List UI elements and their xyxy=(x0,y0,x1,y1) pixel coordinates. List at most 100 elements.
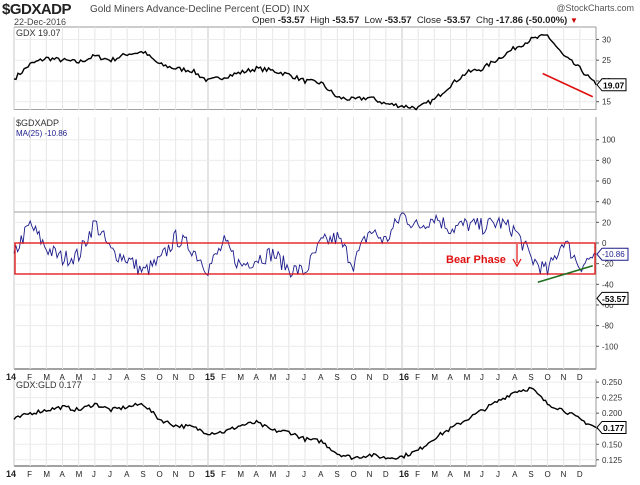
chg-value: -17.86 (-50.00%) xyxy=(496,15,568,26)
adp-last-value-tag xyxy=(596,291,629,305)
y-tick-label: -60 xyxy=(602,301,614,310)
y-tick-label: 40 xyxy=(602,198,611,207)
ma-line xyxy=(13,212,597,278)
x-tick-label: A xyxy=(60,373,66,382)
x-tick-label: F xyxy=(221,470,226,479)
x-tick-label: M xyxy=(237,373,244,382)
chg-label: Chg xyxy=(475,15,494,26)
x-tick-label: N xyxy=(561,373,567,382)
x-tick-label: A xyxy=(60,470,66,479)
adp-legend-symbol: $GDXADP xyxy=(16,118,59,128)
ma-last-value: -10.86 xyxy=(602,250,625,259)
green-uptrend-line xyxy=(537,264,593,284)
adp-last-value: -53.57 xyxy=(602,294,626,304)
x-tick-label: 16 xyxy=(399,372,409,382)
x-tick-label: A xyxy=(318,470,324,479)
x-tick-label: D xyxy=(577,470,583,479)
x-tick-label: A xyxy=(318,373,324,382)
x-tick-label: O xyxy=(157,470,163,479)
x-tick-label: N xyxy=(367,373,373,382)
x-tick-label: J xyxy=(92,470,96,479)
gdx-price-line xyxy=(13,33,597,111)
low-label: Low xyxy=(364,15,382,26)
x-tick-label: O xyxy=(545,373,551,382)
x-tick-label: 16 xyxy=(399,469,409,479)
gdx-last-value-tag xyxy=(596,78,627,92)
x-tick-label: A xyxy=(512,470,518,479)
x-tick-label: N xyxy=(561,470,567,479)
ohlc-readout: Open -53.57 High -53.57 Low -53.57 Close… xyxy=(252,15,578,26)
x-tick-label: 15 xyxy=(205,469,215,479)
x-tick-label: M xyxy=(76,373,83,382)
ma-legend: MA(25) -10.86 xyxy=(16,129,68,138)
gdx-legend: GDX 19.07 xyxy=(16,28,61,38)
y-tick-label: -20 xyxy=(602,260,614,269)
x-tick-label: O xyxy=(351,470,357,479)
x-tick-label: 15 xyxy=(205,372,215,382)
x-tick-label: S xyxy=(140,470,145,479)
x-tick-label: M xyxy=(76,470,83,479)
x-tick-label: A xyxy=(254,373,260,382)
x-tick-label: D xyxy=(383,470,389,479)
down-triangle-icon: ▼ xyxy=(569,16,578,25)
close-label: Close xyxy=(416,15,442,26)
open-value: -53.57 xyxy=(277,15,305,26)
x-tick-label: M xyxy=(43,373,50,382)
x-tick-label: F xyxy=(27,373,32,382)
chart-name: Gold Miners Advance-Decline Percent (EOD… xyxy=(90,4,310,15)
x-tick-label: D xyxy=(383,373,389,382)
gdx-last-value: 19.07 xyxy=(603,80,625,90)
x-tick-label: N xyxy=(173,373,179,382)
y-tick-label: 60 xyxy=(602,177,611,186)
x-tick-label: J xyxy=(286,470,290,479)
x-tick-label: M xyxy=(270,373,277,382)
y-tick-label: 0.150 xyxy=(602,440,623,449)
x-tick-label: A xyxy=(448,373,454,382)
x-tick-label: D xyxy=(189,470,195,479)
x-tick-label: A xyxy=(448,470,454,479)
y-tick-label: 80 xyxy=(602,156,611,165)
x-tick-label: A xyxy=(124,470,130,479)
panel-gap xyxy=(0,110,640,117)
red-range-box xyxy=(14,242,596,275)
y-tick-label: 0.250 xyxy=(602,378,623,387)
y-tick-label: -40 xyxy=(602,280,614,289)
x-tick-label: M xyxy=(270,470,277,479)
x-tick-label: F xyxy=(221,373,226,382)
x-tick-label: J xyxy=(286,373,290,382)
x-tick-label: 14 xyxy=(6,469,16,479)
x-tick-label: J xyxy=(108,373,112,382)
x-tick-label: O xyxy=(351,373,357,382)
chart-symbol: $GDXADP xyxy=(2,1,72,18)
x-tick-label: A xyxy=(124,373,130,382)
close-value: -53.57 xyxy=(443,15,471,26)
x-tick-label: J xyxy=(92,373,96,382)
low-value: -53.57 xyxy=(384,15,412,26)
chart-date: 22-Dec-2016 xyxy=(14,17,67,27)
x-tick-label: M xyxy=(43,470,50,479)
x-tick-label: J xyxy=(480,470,484,479)
y-tick-label: 0.225 xyxy=(602,394,623,403)
bear-phase-annotation: Bear Phase xyxy=(446,254,506,266)
high-value: -53.57 xyxy=(332,15,360,26)
x-tick-label: A xyxy=(254,470,260,479)
x-tick-label: M xyxy=(464,470,471,479)
open-label: Open xyxy=(252,15,276,26)
y-tick-label: 0.125 xyxy=(602,456,623,465)
x-tick-label: S xyxy=(140,373,145,382)
x-tick-label: O xyxy=(545,470,551,479)
y-tick-label: 30 xyxy=(602,35,611,44)
y-tick-label: -100 xyxy=(602,342,619,351)
x-tick-label: A xyxy=(512,373,518,382)
x-tick-label: M xyxy=(431,373,438,382)
x-tick-label: J xyxy=(108,470,112,479)
ratio-line xyxy=(13,386,597,461)
high-label: High xyxy=(310,15,330,26)
y-tick-label: 25 xyxy=(602,56,611,65)
y-tick-label: 15 xyxy=(602,98,611,107)
y-tick-label: 0.200 xyxy=(602,409,623,418)
x-tick-label: J xyxy=(302,373,306,382)
x-tick-label: J xyxy=(302,470,306,479)
x-tick-label: J xyxy=(496,470,500,479)
